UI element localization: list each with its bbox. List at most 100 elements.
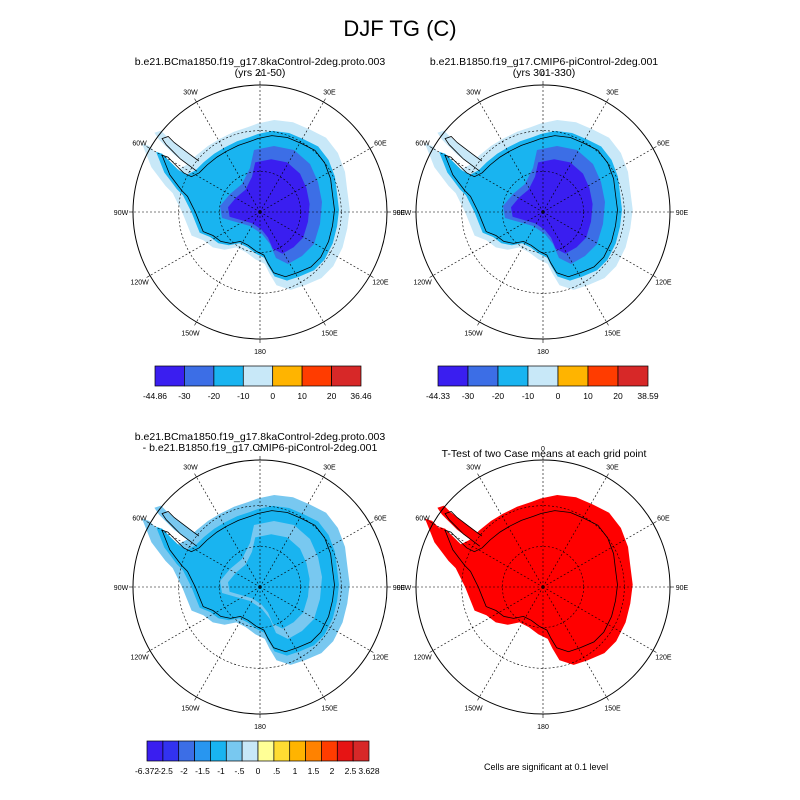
map3-tick-5 (323, 696, 326, 701)
colorbar2-label-4: 0 (556, 391, 561, 401)
map4-lon-label-9: 90W (397, 585, 412, 592)
map2-tick-4 (652, 275, 657, 278)
map3-lon-label-3: 90E (393, 585, 406, 592)
colorbar3-label-5: -.5 (235, 766, 245, 776)
colorbar3-label-10: 2 (330, 766, 335, 776)
colorbar-3: -6.372 -2.5 -2 -1.5 -1 -.5 0 .5 1 1.5 2 2.5 3.628 (135, 740, 380, 776)
map4-tick-7 (477, 696, 480, 701)
map1-meridian-11 (196, 101, 261, 213)
map4-lon-label-11: 30W (466, 465, 481, 472)
colorbar-2: -44.33 -30 -20 -10 0 10 20 38.59 (426, 365, 659, 401)
map1-peninsula-field (154, 130, 194, 168)
colorbar1-box-6 (331, 365, 362, 387)
colorbar2-box-2 (497, 365, 529, 387)
map-panel-1: 0 30E 60E 90E 120E 150E 180 150W 120W 90W 60W 30W (114, 71, 406, 356)
map4-lon-label-1: 30E (606, 465, 619, 472)
map3-meridian-10 (149, 523, 261, 588)
map3-lon-label-2: 60E (374, 516, 387, 523)
map4-tick-10 (429, 521, 434, 524)
colorbar1-label-5: 10 (297, 391, 307, 401)
colorbar2-box-6 (617, 365, 649, 387)
map1-lon-label-11: 30W (183, 90, 198, 97)
map1-core-field (228, 159, 310, 254)
map2-core-field (511, 159, 593, 254)
map2-lon-label-9: 90W (397, 210, 412, 217)
map1-meridian-10 (149, 148, 261, 213)
colorbar3-label-9: 1.5 (308, 766, 320, 776)
panel3-title: b.e21.BCma1850.f19_g17.8kaControl-2deg.p… (110, 432, 410, 454)
map3-meridian-2 (259, 523, 371, 588)
map4-lon-label-5: 150E (604, 705, 621, 712)
map1-tick-7 (194, 321, 197, 326)
map3-peninsula-field (154, 505, 194, 543)
map2-meridian-8 (432, 211, 544, 276)
map1-coastline (161, 135, 335, 278)
map4-lon-label-7: 150W (464, 705, 483, 712)
map2-lon-label-7: 150W (464, 330, 483, 337)
colorbar3-box-10 (305, 740, 322, 762)
panel2-title-line1: b.e21.B1850.f19_g17.CMIP6-piControl-2deg… (429, 56, 659, 68)
map3-coastline (161, 510, 335, 653)
map4-meridian-7 (479, 586, 544, 698)
colorbar2-label-3: -10 (522, 391, 535, 401)
colorbar1-label-3: -10 (237, 391, 250, 401)
map1-meridian-7 (196, 211, 261, 323)
map4-coastline (444, 510, 618, 653)
map4-meridian-11 (479, 476, 544, 588)
colorbar3-box-3 (194, 740, 211, 762)
colorbar1-label-2: -20 (208, 391, 221, 401)
map1-tick-2 (369, 146, 374, 149)
map2-lon-label-11: 30W (466, 90, 481, 97)
map1-tick-8 (146, 275, 151, 278)
colorbar1-label-7: 36.46 (350, 391, 372, 401)
map1-meridian-2 (259, 148, 371, 213)
map1-meridian-5 (259, 211, 324, 323)
map2-tick-5 (606, 321, 609, 326)
map3-meridian-4 (259, 586, 371, 651)
map3-tick-11 (194, 473, 197, 478)
map2-meridian-10 (432, 148, 544, 213)
colorbar1-box-3 (242, 365, 274, 387)
map2-tick-2 (652, 146, 657, 149)
map1-tick-10 (146, 146, 151, 149)
map2-meridian-5 (542, 211, 607, 323)
colorbar1-box-1 (184, 365, 215, 387)
map2-meridian-2 (542, 148, 654, 213)
map2-lon-label-10: 60W (415, 141, 430, 148)
panel4-title-line1: T-Test of two Case means at each grid po… (441, 448, 647, 460)
map3-tick-2 (369, 521, 374, 524)
panel1-title-line2: (yrs 21-50) (234, 67, 286, 79)
map1-lon-label-6: 180 (254, 349, 266, 356)
map1-lon-label-3: 90E (393, 210, 406, 217)
map4-lon-label-6: 180 (537, 724, 549, 731)
map4-tick-8 (429, 650, 434, 653)
colorbar2-box-5 (587, 365, 619, 387)
map4-lon-label-4: 120E (655, 655, 672, 662)
map2-lon-label-2: 60E (657, 141, 670, 148)
map3-meridian-7 (196, 586, 261, 698)
colorbar3-label-12: 3.628 (358, 766, 380, 776)
map2-tick-7 (477, 321, 480, 326)
colorbar3-box-4 (210, 740, 227, 762)
map4-tick-5 (606, 696, 609, 701)
colorbar2-box-3 (527, 365, 559, 387)
map3-tick-10 (146, 521, 151, 524)
map4-lon-label-2: 60E (657, 516, 670, 523)
figure-title: DJF TG (C) (343, 16, 457, 41)
map2-meridian-1 (542, 101, 607, 213)
colorbar3-box-2 (178, 740, 195, 762)
colorbar2-box-0 (437, 365, 469, 387)
colorbar3-label-6: 0 (256, 766, 261, 776)
colorbar3-box-6 (241, 740, 259, 762)
map3-meridian-1 (259, 476, 324, 588)
map3-lon-label-7: 150W (181, 705, 200, 712)
map2-peninsula-coast (444, 136, 483, 172)
map2-lon-label-4: 120E (655, 280, 672, 287)
map3-lon-label-5: 150E (321, 705, 338, 712)
panel1-title: b.e21.BCma1850.f19_g17.8kaControl-2deg.p… (110, 57, 410, 79)
map3-lon-label-9: 90W (114, 585, 129, 592)
map3-lon-label-10: 60W (132, 516, 147, 523)
map1-tick-11 (194, 98, 197, 103)
map1-tick-1 (323, 98, 326, 103)
map4-lon-label-0: 0 (541, 446, 545, 453)
